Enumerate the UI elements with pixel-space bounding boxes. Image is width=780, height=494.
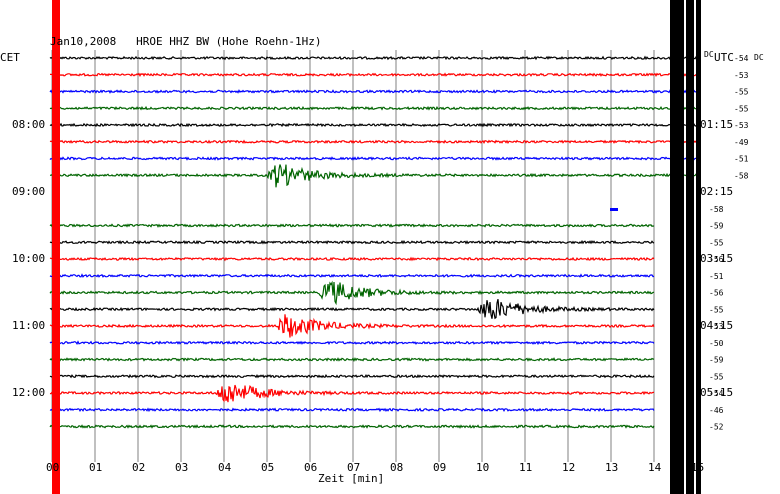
- clip-marker-black: [670, 0, 684, 494]
- dc-offset-label: -46: [709, 406, 724, 415]
- seismic-traces: -54 -53 -55 -55 -53 -49 -51 -58 -59 -55 -56 -51 -56 -…: [49, 54, 749, 432]
- trace-row: [49, 223, 655, 228]
- dc-offset-label: -50: [709, 339, 724, 348]
- clip-marker-black: [686, 0, 694, 494]
- dc-offset-label: -56: [709, 289, 724, 298]
- dc-label-top: DC: [704, 50, 714, 59]
- trace-row: [49, 299, 655, 320]
- dc-offset-label: -59: [709, 356, 724, 365]
- dc-offset-label: -51: [709, 272, 724, 281]
- trace-row: [49, 314, 655, 338]
- cet-hour-label: 09:00: [12, 185, 45, 198]
- chart-title: Jan10,2008 HROE HHZ BW (Hohe Roehn-1Hz): [50, 35, 322, 48]
- trace-row: [49, 122, 701, 128]
- trace-row: [49, 407, 655, 413]
- dc-offset-label: -53: [709, 322, 724, 331]
- cet-hour-label: 12:00: [12, 386, 45, 399]
- cet-hour-label: 10:00: [12, 252, 45, 265]
- trace-row: [49, 357, 655, 363]
- dc-offset-label: -56: [709, 255, 724, 264]
- trace-row: [49, 239, 655, 245]
- dc-offset-label: -54: [709, 389, 724, 398]
- trace-row: [50, 72, 701, 78]
- x-tick-label: 14: [648, 461, 662, 474]
- dc-label-right: DC: [754, 53, 764, 62]
- utc-hour-label: 05:15: [700, 386, 733, 399]
- dc-offset-label: -54: [734, 54, 749, 63]
- dc-offset-label: -49: [734, 138, 749, 147]
- dc-offset-label: -55: [734, 88, 749, 97]
- x-tick-label: 04: [218, 461, 232, 474]
- x-tick-label: 15: [691, 461, 704, 474]
- x-tick-label: 13: [605, 461, 618, 474]
- trace-row: [49, 89, 701, 94]
- dc-offset-label: -55: [734, 104, 749, 113]
- x-tick-label: 03: [175, 461, 188, 474]
- trace-row: [49, 164, 701, 188]
- trace-row: [49, 256, 655, 262]
- x-tick-label: 10: [476, 461, 489, 474]
- trace-row: [49, 273, 655, 279]
- trace-row: [49, 340, 655, 346]
- trace-row: [49, 280, 655, 306]
- clip-marker-red: [52, 0, 60, 494]
- x-tick-label: 00: [46, 461, 59, 474]
- dc-offset-label: -55: [709, 305, 724, 314]
- utc-hour-label: 03:15: [700, 252, 733, 265]
- dc-offset-label: -58: [709, 205, 724, 214]
- x-tick-label: 09: [433, 461, 446, 474]
- trace-row: [49, 105, 701, 111]
- dc-offset-label: -55: [709, 372, 724, 381]
- x-axis-title: Zeit [min]: [318, 472, 384, 485]
- dc-offset-label: -52: [709, 423, 724, 432]
- dc-offset-label: -53: [734, 71, 749, 80]
- trace-row: [49, 139, 701, 145]
- x-tick-label: 12: [562, 461, 575, 474]
- x-tick-label: 07: [347, 461, 360, 474]
- dc-offset-label: -53: [734, 121, 749, 130]
- utc-hour-label: 04:15: [700, 319, 733, 332]
- trace-row: [49, 384, 654, 403]
- x-tick-label: 08: [390, 461, 403, 474]
- utc-hour-label: 02:15: [700, 185, 733, 198]
- trace-row: [49, 55, 700, 61]
- dc-offset-label: -55: [709, 238, 724, 247]
- utc-zone-label: UTC: [714, 51, 734, 64]
- overlay-bars: [52, 0, 701, 494]
- x-tick-label: 06: [304, 461, 317, 474]
- dc-offset-label: -58: [734, 171, 749, 180]
- x-tick-label: 02: [132, 461, 145, 474]
- trace-row: [49, 424, 655, 429]
- x-tick-label: 01: [89, 461, 102, 474]
- x-tick-label: 11: [519, 461, 532, 474]
- clip-marker-black: [696, 0, 701, 494]
- trace-row: [49, 373, 655, 379]
- cet-hour-label: 08:00: [12, 118, 45, 131]
- dc-offset-label: -51: [734, 155, 749, 164]
- cet-zone-label: CET: [0, 51, 20, 64]
- chart-labels: 08:00 09:00 10:00 11:00 12:00 01:15 02:15 03:15…: [12, 118, 733, 474]
- x-tick-label: 05: [261, 461, 274, 474]
- minute-gridlines: [51, 50, 698, 462]
- cet-hour-label: 11:00: [12, 319, 45, 332]
- dc-offset-label: -59: [709, 222, 724, 231]
- trace-row: [49, 156, 701, 161]
- utc-hour-label: 01:15: [700, 118, 733, 131]
